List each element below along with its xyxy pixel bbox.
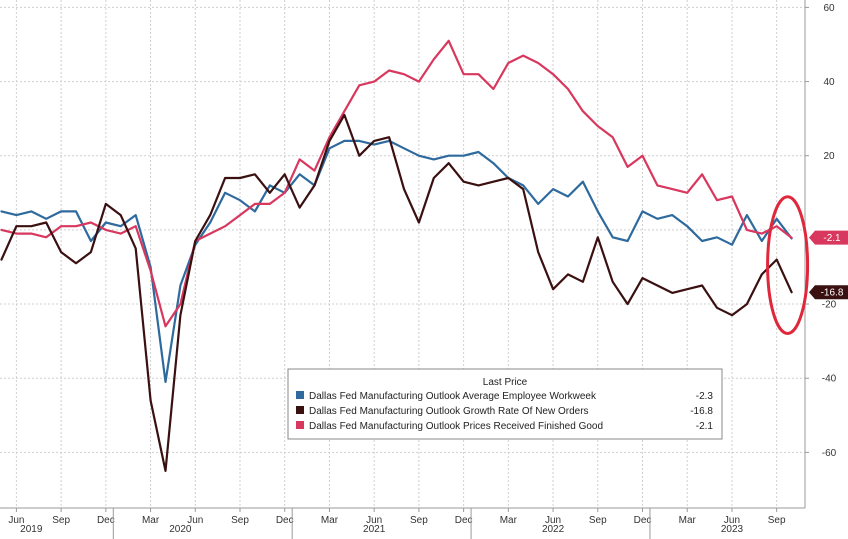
- y-tick-label: 20: [823, 151, 835, 162]
- legend-label-prices: Dallas Fed Manufacturing Outlook Prices …: [309, 421, 603, 432]
- legend-title: Last Price: [483, 377, 528, 388]
- last-value-flags: -2.1 -16.8: [809, 230, 848, 300]
- x-tick-label: Mar: [321, 515, 339, 526]
- flag-shape: [809, 230, 848, 245]
- x-tick-label: Dec: [455, 515, 473, 526]
- series-line-2: [0, 39, 793, 328]
- highlight-circle: [766, 195, 810, 335]
- legend-value-workweek: -2.3: [696, 391, 714, 402]
- y-tick-label: 40: [823, 77, 835, 88]
- x-tick-label: Jun: [545, 515, 561, 526]
- x-tick-label: Jun: [8, 515, 24, 526]
- x-tick-label: Mar: [679, 515, 697, 526]
- legend-value-prices: -2.1: [696, 421, 714, 432]
- series-lines: [0, 39, 793, 472]
- last-value-flag: -16.8: [809, 285, 848, 300]
- x-tick-label: Dec: [634, 515, 652, 526]
- x-tick-label: Sep: [589, 515, 607, 526]
- legend-swatch-workweek: [296, 391, 304, 399]
- legend-swatch-new-orders: [296, 406, 304, 414]
- x-tick-label: Sep: [231, 515, 249, 526]
- x-tick-label: Jun: [724, 515, 740, 526]
- legend-box: [287, 368, 723, 440]
- x-tick-label: Dec: [97, 515, 115, 526]
- x-year-label: 2021: [363, 524, 386, 535]
- x-tick-label: Jun: [366, 515, 382, 526]
- legend: Last Price Dallas Fed Manufacturing Outl…: [287, 368, 723, 440]
- x-year-label: 2019: [20, 524, 43, 535]
- legend-label-new-orders: Dallas Fed Manufacturing Outlook Growth …: [309, 406, 589, 417]
- flag-label: -2.1: [823, 233, 841, 244]
- last-value-flag: -2.1: [809, 230, 848, 245]
- x-year-label: 2022: [542, 524, 565, 535]
- series-line-0: [0, 139, 793, 383]
- y-tick-label: -40: [822, 374, 837, 385]
- x-tick-label: Sep: [768, 515, 786, 526]
- x-tick-label: Sep: [52, 515, 70, 526]
- x-year-label: 2020: [169, 524, 192, 535]
- y-tick-label: 60: [823, 3, 835, 14]
- y-tick-label: -20: [822, 300, 837, 311]
- legend-swatch-prices: [296, 421, 304, 429]
- x-year-label: 2023: [721, 524, 744, 535]
- x-tick-label: Jun: [187, 515, 203, 526]
- series-line-1: [0, 113, 793, 472]
- x-tick-label: Mar: [142, 515, 160, 526]
- y-tick-label: -60: [822, 448, 837, 459]
- x-tick-label: Dec: [276, 515, 294, 526]
- x-tick-label: Sep: [410, 515, 428, 526]
- flag-label: -16.8: [821, 288, 844, 299]
- legend-label-workweek: Dallas Fed Manufacturing Outlook Average…: [309, 391, 597, 402]
- x-tick-label: Mar: [500, 515, 518, 526]
- flag-shape: [809, 285, 848, 300]
- legend-value-new-orders: -16.8: [690, 406, 713, 417]
- highlight-ellipse: [766, 195, 810, 335]
